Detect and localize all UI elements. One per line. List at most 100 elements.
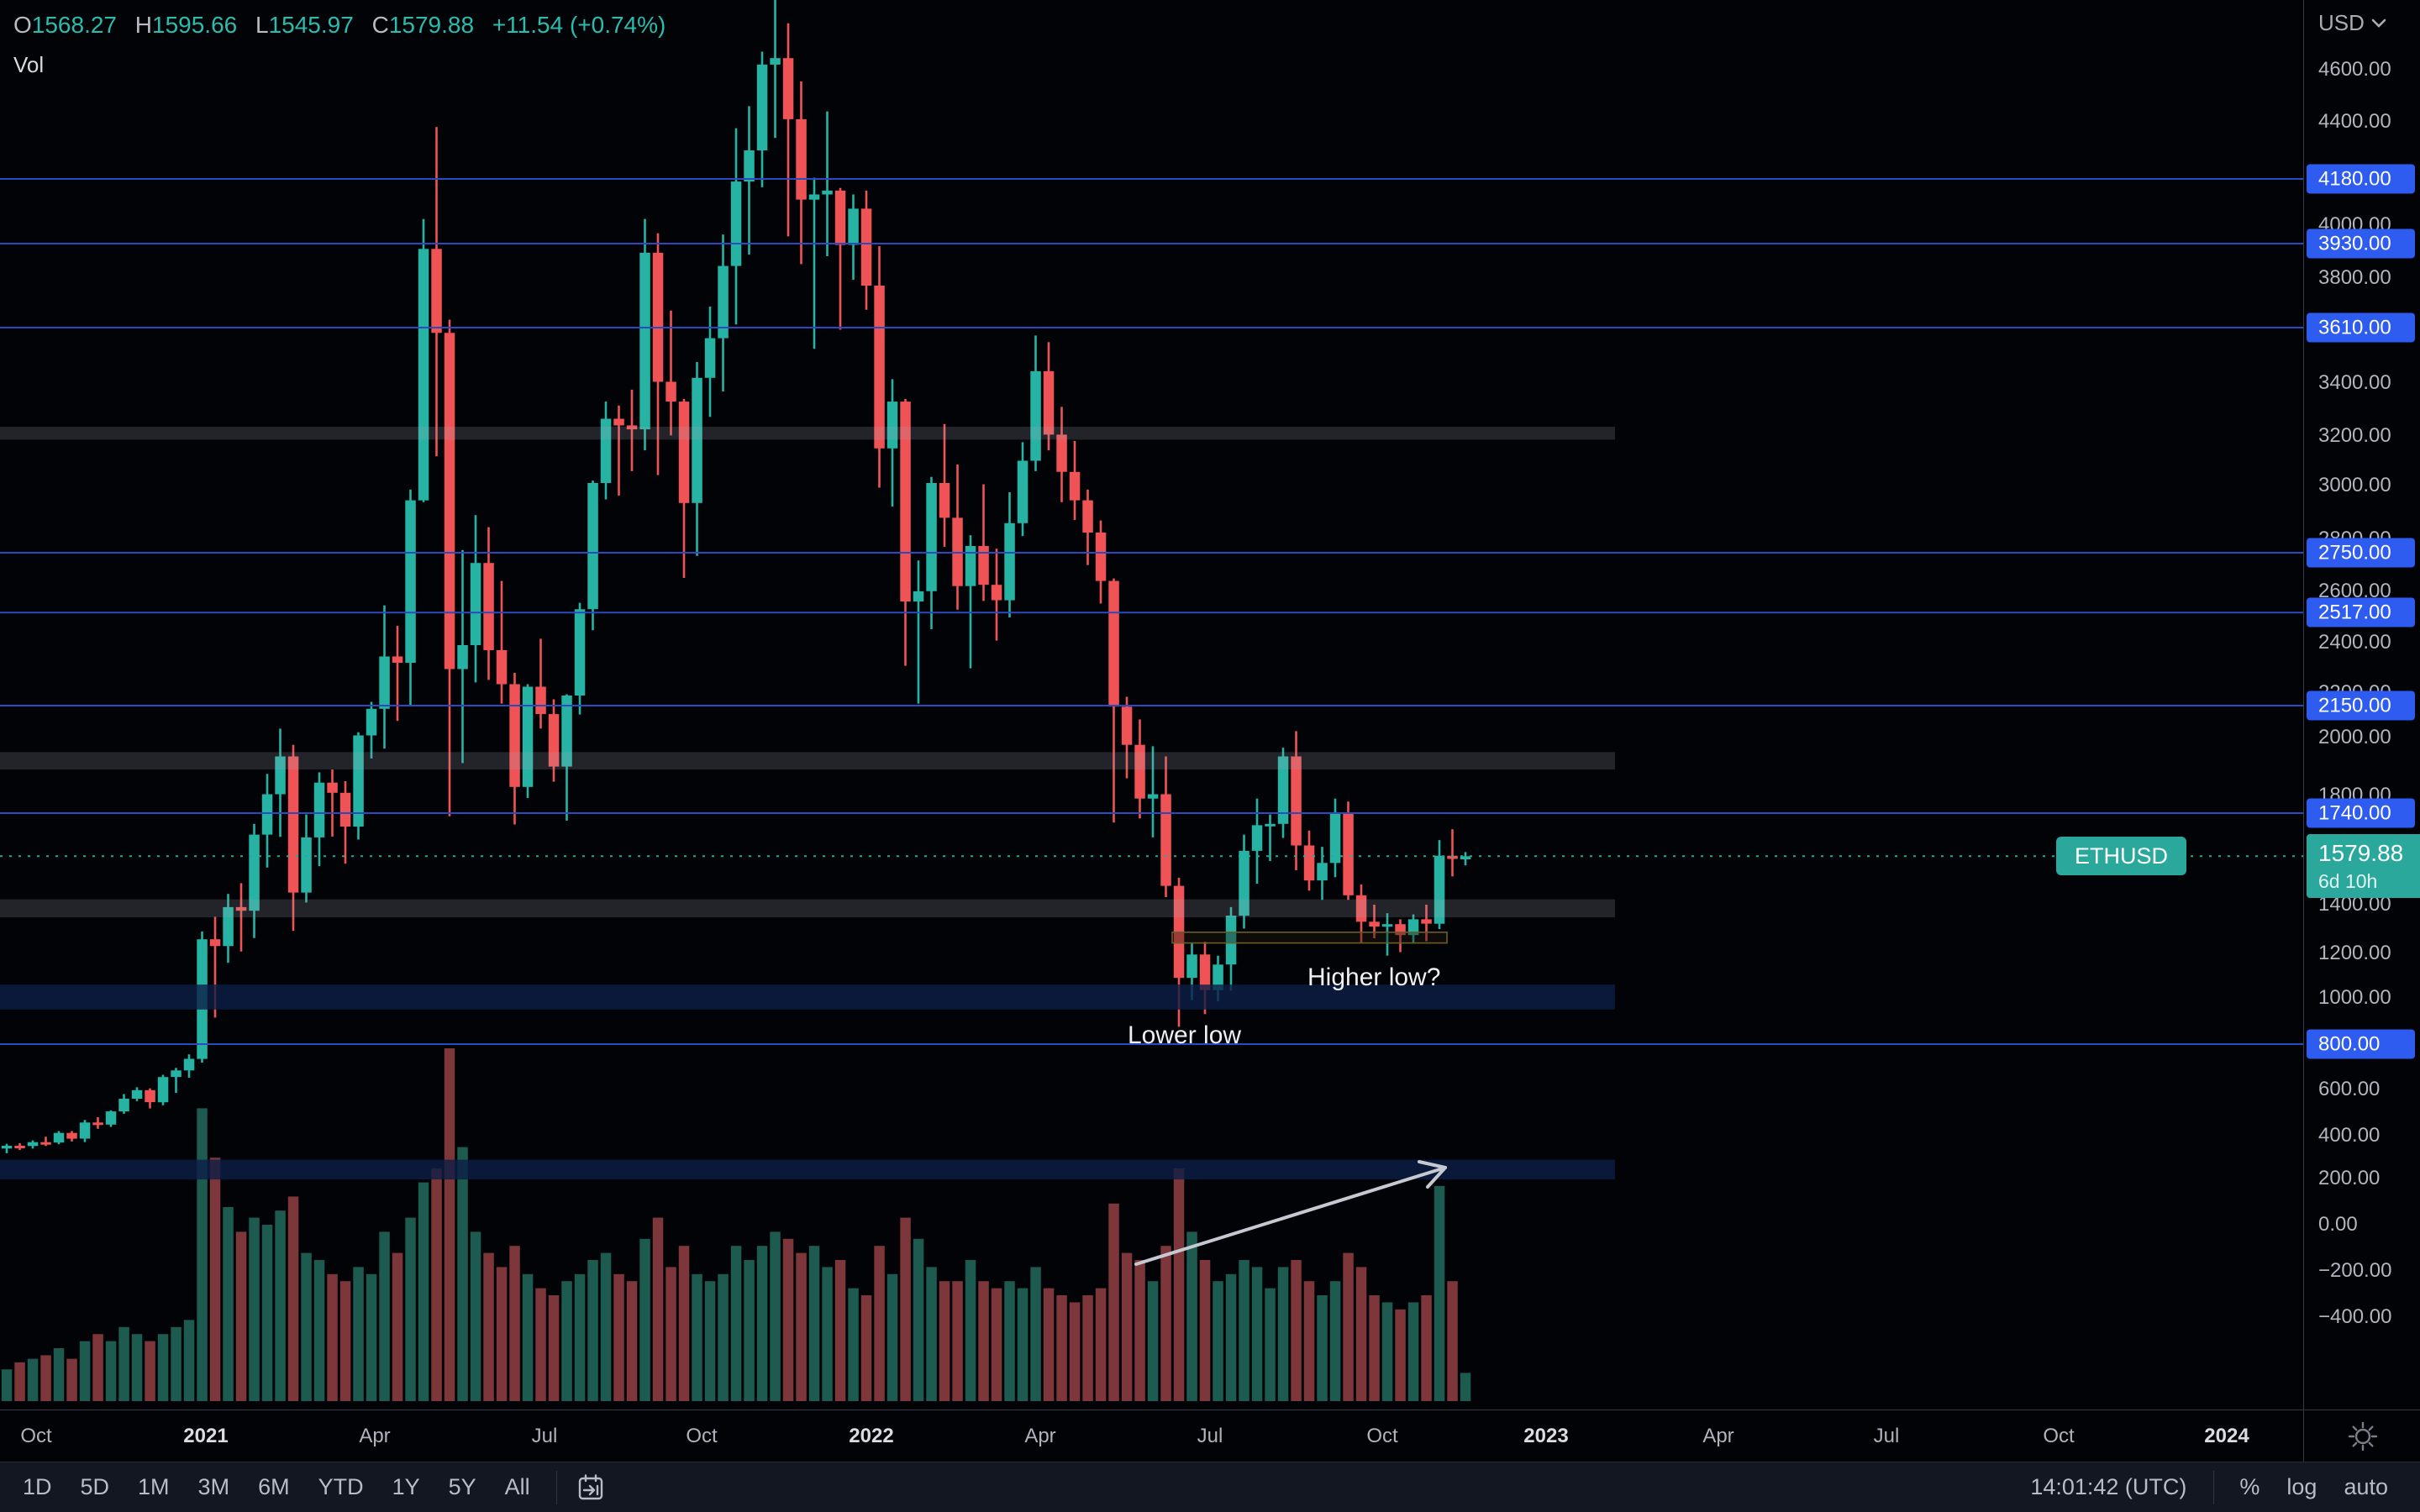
volume-bar (834, 1260, 846, 1401)
volume-bar (418, 1182, 429, 1401)
support-zone-navy[interactable] (0, 984, 1615, 1010)
price-axis-tick: 400.00 (2318, 1124, 2381, 1147)
candle-wick (969, 535, 972, 669)
volume-bar (1460, 1373, 1471, 1401)
volume-bar (1447, 1281, 1458, 1401)
range-button-1d[interactable]: 1D (23, 1474, 52, 1499)
volume-bar (1317, 1295, 1328, 1401)
candle-body (1434, 855, 1445, 924)
volume-bar (392, 1252, 403, 1401)
candle-wick (1151, 746, 1155, 837)
go-to-date-button[interactable] (569, 1469, 613, 1506)
candle-body (235, 906, 247, 911)
volume-bar (613, 1273, 624, 1401)
volume-bar (939, 1281, 950, 1401)
candle-body (1004, 522, 1015, 601)
candle-wick (618, 405, 620, 496)
candlestick-chart-canvas[interactable] (0, 0, 2303, 1410)
candle-wick (786, 23, 790, 237)
volume-bar (926, 1267, 937, 1401)
candle-body (470, 563, 481, 645)
candle-wick (1399, 919, 1402, 953)
currency-dropdown[interactable]: USD (2318, 10, 2386, 36)
candle-body (1460, 856, 1471, 859)
candle-body (379, 656, 390, 709)
candle-body (483, 563, 494, 650)
volume-bar (470, 1231, 481, 1401)
price-axis-tick: −400.00 (2318, 1305, 2392, 1328)
price-range-box[interactable] (1171, 932, 1448, 944)
candle-body (1239, 850, 1249, 916)
volume-bar (1069, 1302, 1081, 1401)
candle-wick (175, 1068, 177, 1094)
volume-bar (666, 1267, 676, 1401)
scale-button-log[interactable]: log (2286, 1474, 2317, 1499)
toolbar-divider (2213, 1470, 2215, 1504)
candle-wick (239, 883, 243, 952)
supply-demand-zone-gray[interactable] (0, 427, 1615, 440)
range-button-3m[interactable]: 3M (197, 1474, 230, 1499)
volume-bar (756, 1246, 768, 1401)
range-button-6m[interactable]: 6M (258, 1474, 290, 1499)
volume-bar (457, 1147, 468, 1401)
supply-demand-zone-gray[interactable] (0, 899, 1615, 918)
candle-body (457, 645, 468, 669)
volume-bar (1434, 1185, 1445, 1401)
candle-body (1407, 919, 1419, 936)
scale-button-auto[interactable]: auto (2344, 1474, 2388, 1499)
candle-wick (630, 389, 634, 471)
volume-bar (183, 1320, 195, 1401)
range-button-ytd[interactable]: YTD (318, 1474, 364, 1499)
sun-theme-icon[interactable] (2346, 1420, 2380, 1453)
price-axis-tick: 3000.00 (2318, 474, 2391, 496)
candle-body (301, 837, 312, 893)
volume-bar (730, 1246, 742, 1401)
candle-body (496, 650, 508, 685)
annotation-lower-low[interactable]: Lower low (1128, 1021, 1242, 1049)
volume-bar (587, 1260, 598, 1401)
annotation-higher-low[interactable]: Higher low? (1307, 963, 1441, 991)
scale-button-percent[interactable]: % (2239, 1474, 2260, 1499)
supply-demand-zone-gray[interactable] (0, 752, 1615, 770)
price-axis-tick: 1000.00 (2318, 986, 2391, 1009)
candle-body (1069, 471, 1081, 501)
range-button-1m[interactable]: 1M (138, 1474, 170, 1499)
volume-bar (405, 1217, 416, 1401)
volume-bar (223, 1207, 234, 1401)
price-axis[interactable]: USD 1579.88 6d 10h 4600.00 4400.00 4000.00… (2303, 0, 2420, 1410)
range-button-5d[interactable]: 5D (80, 1474, 110, 1499)
legend-open-key: O (13, 12, 32, 38)
volume-bar (639, 1238, 650, 1401)
candle-body (692, 377, 702, 503)
range-button-all[interactable]: All (504, 1474, 530, 1499)
candle-body (92, 1122, 103, 1126)
volume-bar (1225, 1273, 1237, 1401)
volume-bar (1277, 1267, 1289, 1401)
candle-body (1043, 370, 1055, 435)
volume-bar (522, 1273, 534, 1401)
candle-body (53, 1132, 65, 1143)
range-button-5y[interactable]: 5Y (448, 1474, 476, 1499)
volume-bar (444, 1048, 455, 1401)
volume-bar (1421, 1295, 1432, 1401)
price-level-badge: 3930.00 (2307, 228, 2415, 259)
volume-bar (40, 1355, 51, 1401)
range-button-1y[interactable]: 1Y (392, 1474, 420, 1499)
clock-utc[interactable]: 14:01:42 (UTC) (2030, 1474, 2187, 1499)
chart-plot-area[interactable]: O1568.27 H1595.66 L1545.97 C1579.88 +11.… (0, 0, 2303, 1410)
price-axis-tick: 0.00 (2318, 1213, 2358, 1236)
volume-bar (860, 1295, 872, 1401)
trend-arrow[interactable] (1134, 1166, 1447, 1266)
volume-bar (991, 1288, 1002, 1401)
support-zone-navy[interactable] (0, 1159, 1615, 1180)
legend-high-value: 1595.66 (152, 12, 238, 38)
volume-bar (1329, 1281, 1341, 1401)
candle-body (1213, 964, 1223, 990)
legend-open-value: 1568.27 (31, 12, 117, 38)
candle-wick (1373, 905, 1376, 938)
time-axis[interactable]: Oct 2021 Apr Jul Oct 2022 Apr Jul Oct 2023 Apr Jul O… (0, 1410, 2303, 1462)
time-axis-label: Apr (1024, 1425, 1056, 1447)
price-axis-tick: 3400.00 (2318, 371, 2391, 395)
volume-bar (874, 1246, 885, 1401)
candle-body (782, 58, 794, 119)
